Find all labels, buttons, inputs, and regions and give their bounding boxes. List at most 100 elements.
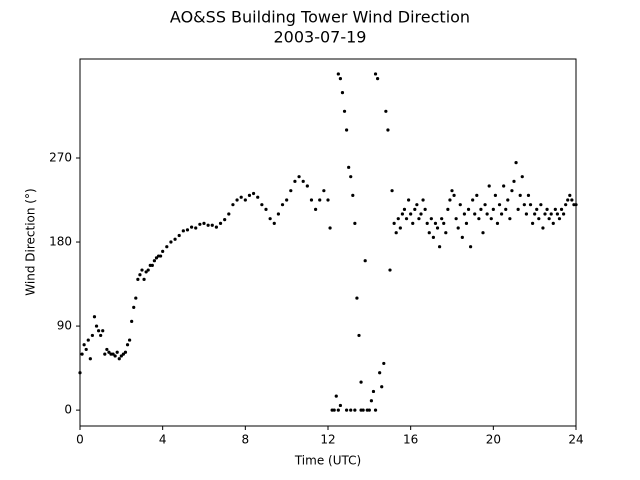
data-point bbox=[101, 329, 105, 333]
data-point bbox=[206, 223, 210, 227]
data-point bbox=[392, 221, 396, 225]
data-point bbox=[510, 189, 514, 193]
data-point bbox=[150, 263, 154, 267]
data-point bbox=[359, 380, 363, 384]
x-tick-label: 0 bbox=[76, 433, 84, 447]
data-point bbox=[332, 408, 336, 412]
data-point bbox=[549, 212, 553, 216]
data-point bbox=[272, 221, 276, 225]
data-point bbox=[440, 217, 444, 221]
data-point bbox=[326, 198, 330, 202]
data-point bbox=[342, 109, 347, 113]
data-point bbox=[402, 207, 407, 211]
data-point bbox=[508, 217, 512, 221]
data-point bbox=[349, 408, 353, 412]
data-point bbox=[185, 228, 190, 232]
data-point bbox=[396, 217, 400, 221]
data-point bbox=[404, 217, 409, 221]
data-point bbox=[227, 212, 231, 216]
data-point bbox=[318, 198, 322, 202]
data-point bbox=[268, 217, 272, 221]
data-point bbox=[88, 357, 92, 361]
data-point bbox=[444, 231, 448, 235]
data-point bbox=[280, 203, 285, 207]
data-point bbox=[289, 189, 293, 193]
data-point bbox=[80, 352, 84, 356]
data-point bbox=[198, 222, 202, 226]
data-point bbox=[531, 221, 535, 225]
y-axis-label: Wind Direction (°) bbox=[24, 188, 38, 295]
data-point bbox=[390, 189, 394, 193]
data-point bbox=[154, 256, 159, 260]
data-point bbox=[388, 268, 392, 272]
data-point bbox=[479, 207, 483, 211]
data-point bbox=[473, 212, 477, 216]
data-point bbox=[417, 217, 421, 221]
data-point bbox=[398, 226, 402, 230]
data-point bbox=[113, 354, 117, 358]
data-point bbox=[146, 268, 150, 272]
data-point bbox=[223, 218, 227, 222]
data-point bbox=[247, 193, 252, 197]
data-point bbox=[438, 245, 442, 249]
data-point bbox=[489, 217, 493, 221]
data-point bbox=[367, 408, 371, 412]
data-point bbox=[520, 175, 524, 179]
data-point bbox=[347, 165, 351, 169]
data-point bbox=[90, 333, 94, 338]
data-point bbox=[161, 249, 165, 253]
data-point bbox=[210, 223, 214, 227]
data-point bbox=[336, 408, 340, 412]
data-point bbox=[452, 193, 456, 197]
data-point bbox=[524, 212, 529, 216]
data-point bbox=[483, 203, 487, 207]
x-tick-label: 16 bbox=[403, 433, 418, 447]
data-point bbox=[159, 254, 163, 258]
data-point bbox=[471, 198, 475, 202]
data-point bbox=[190, 225, 194, 229]
data-point bbox=[562, 212, 566, 216]
data-point bbox=[117, 357, 121, 361]
data-point bbox=[497, 203, 502, 207]
data-point bbox=[152, 259, 156, 263]
data-point bbox=[514, 161, 518, 165]
data-point bbox=[407, 198, 411, 202]
data-point bbox=[547, 217, 551, 221]
data-point bbox=[487, 184, 491, 188]
data-point bbox=[297, 175, 301, 179]
data-point bbox=[446, 207, 450, 211]
x-tick-label: 4 bbox=[159, 433, 167, 447]
data-point bbox=[285, 198, 289, 202]
data-point bbox=[97, 329, 101, 333]
y-tick-label: 180 bbox=[49, 235, 72, 249]
data-point bbox=[543, 212, 547, 216]
x-tick-label: 24 bbox=[568, 433, 583, 447]
data-point bbox=[345, 128, 349, 132]
data-point bbox=[132, 305, 136, 310]
data-point bbox=[353, 221, 357, 225]
data-point bbox=[214, 225, 218, 229]
data-point bbox=[382, 361, 386, 366]
data-point bbox=[218, 221, 223, 225]
data-point bbox=[394, 231, 398, 235]
data-point bbox=[386, 128, 390, 132]
data-point bbox=[535, 207, 539, 211]
data-point bbox=[425, 221, 429, 225]
data-point bbox=[357, 333, 361, 338]
data-point bbox=[537, 217, 541, 221]
data-point bbox=[566, 198, 570, 202]
data-point bbox=[194, 226, 198, 230]
data-point bbox=[373, 408, 378, 412]
data-point bbox=[82, 343, 86, 347]
data-point bbox=[235, 198, 239, 202]
data-point bbox=[322, 189, 326, 193]
data-point bbox=[400, 212, 404, 216]
data-point bbox=[103, 352, 107, 356]
data-point bbox=[119, 354, 123, 358]
data-point bbox=[328, 226, 332, 230]
data-point bbox=[458, 203, 462, 207]
data-point bbox=[555, 212, 560, 216]
data-point bbox=[276, 212, 280, 216]
data-point bbox=[460, 235, 464, 239]
data-point bbox=[202, 221, 206, 225]
